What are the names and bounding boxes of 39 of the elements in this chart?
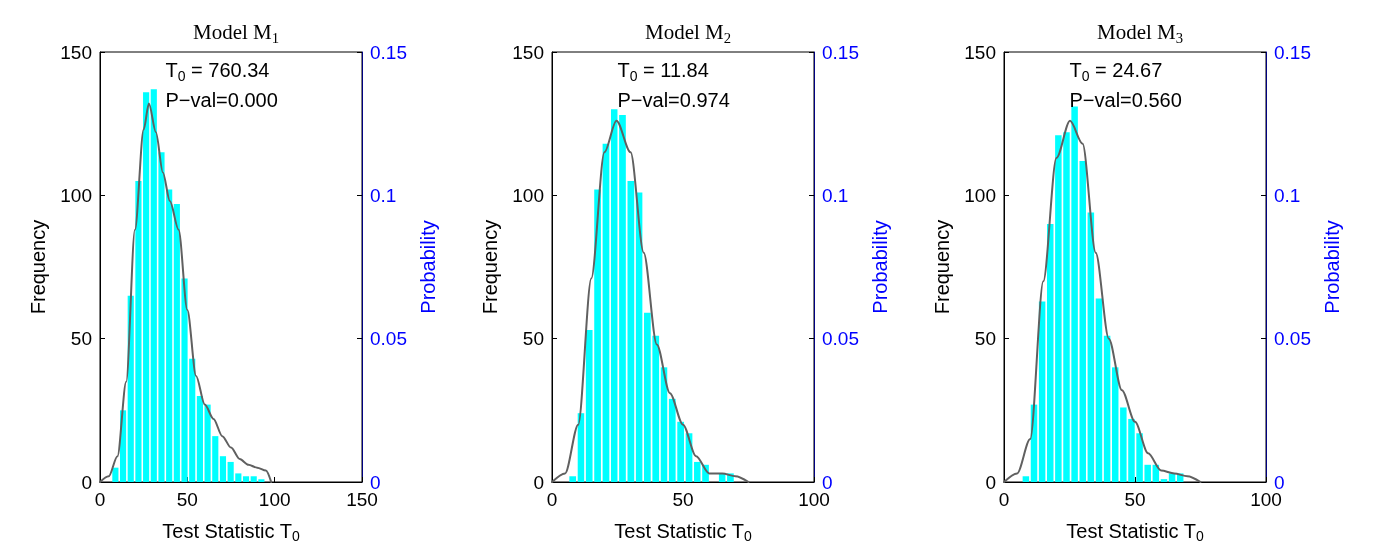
y2-tick-label: 0.05 (1274, 328, 1311, 350)
y-axis-title: Frequency (27, 219, 49, 315)
annotation: P−val=0.560 (1069, 89, 1182, 111)
y2-tick-label: 0.1 (822, 184, 849, 206)
y2-tick-label: 0.05 (822, 328, 859, 350)
y-tick-label: 0 (533, 471, 544, 493)
annotation: P−val=0.000 (165, 89, 278, 111)
y-tick-label: 50 (70, 328, 92, 350)
x-tick-label: 100 (258, 489, 291, 510)
line-series (1003, 119, 1202, 483)
x-tick-label: 0 (998, 489, 1010, 510)
y-tick-label: 50 (974, 328, 996, 350)
y-tick-label: 100 (512, 184, 544, 206)
x-tick-label: 0 (94, 489, 106, 510)
x-tick-label: 0 (546, 489, 558, 510)
y-axis-title: Frequency (479, 219, 501, 315)
y-tick-label: 100 (964, 184, 996, 206)
y-tick-label: 50 (522, 328, 544, 350)
annotation: P−val=0.974 (617, 89, 730, 111)
y2-axis-title: Probability (1320, 220, 1343, 314)
y2-tick-label: 0.15 (822, 41, 859, 63)
x-tick-label: 50 (1124, 489, 1146, 510)
y2-axis-title: Probability (868, 220, 891, 314)
y-tick-label: 150 (60, 41, 92, 63)
y-axis-title: Frequency (931, 219, 953, 315)
y-tick-label: 150 (512, 41, 544, 63)
y-tick-label: 0 (81, 471, 92, 493)
y2-axis-title: Probability (416, 220, 439, 314)
y-tick-label: 0 (985, 471, 996, 493)
line-series (551, 119, 750, 483)
y2-tick-label: 0.05 (370, 328, 407, 350)
y-tick-label: 150 (964, 41, 996, 63)
y2-tick-label: 0.15 (1274, 41, 1311, 63)
x-tick-label: 50 (176, 489, 198, 510)
y2-tick-label: 0.1 (370, 184, 397, 206)
y2-tick-label: 0.1 (1274, 184, 1301, 206)
x-tick-label: 50 (672, 489, 694, 510)
y2-tick-label: 0.15 (370, 41, 407, 63)
y-tick-label: 100 (60, 184, 92, 206)
